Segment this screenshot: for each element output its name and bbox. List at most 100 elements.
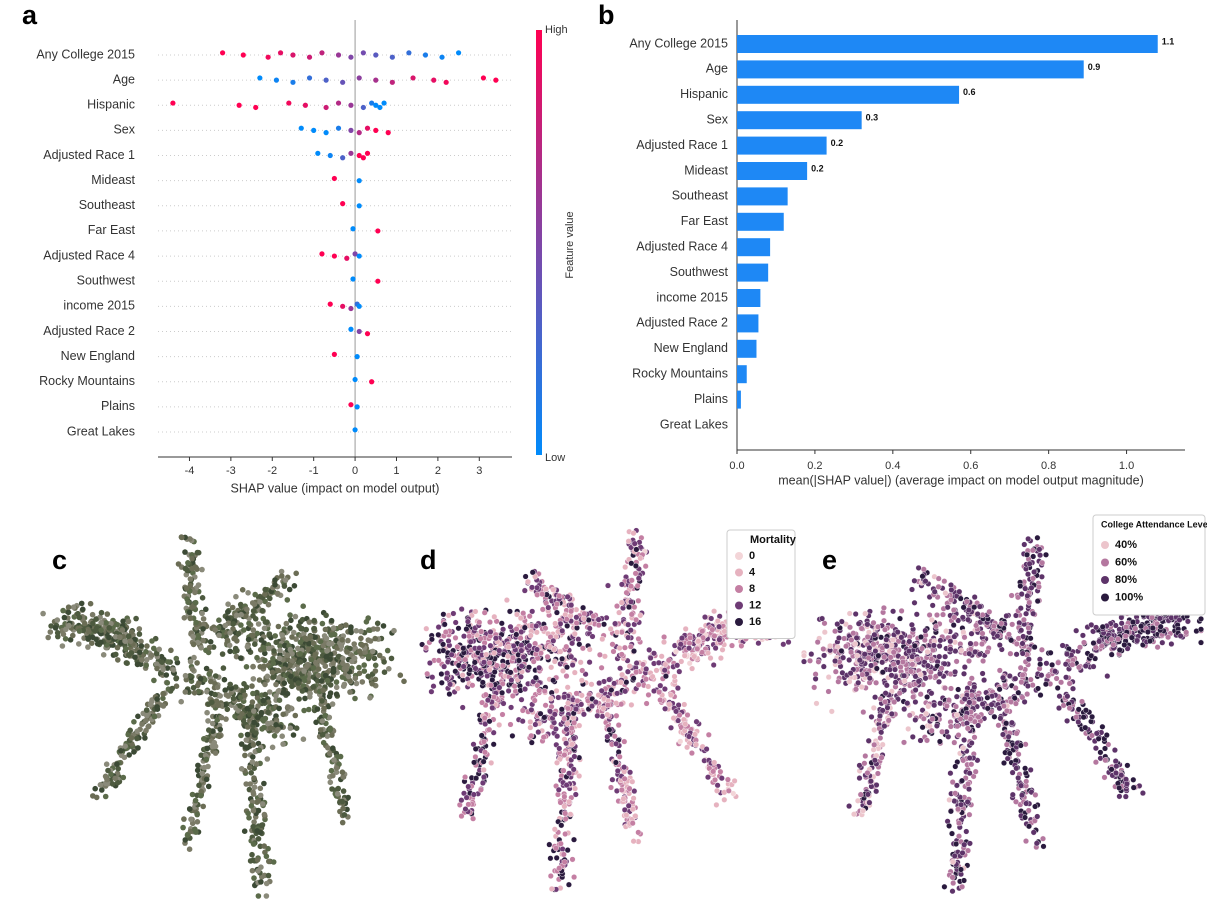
cloud-point — [618, 680, 624, 686]
shap-point — [303, 103, 308, 108]
cloud-point — [952, 615, 958, 621]
cloud-point — [471, 760, 477, 766]
cloud-point — [1198, 640, 1204, 646]
cloud-point — [913, 717, 919, 723]
cloud-point — [352, 696, 358, 702]
y-tick-label: Mideast — [684, 163, 728, 177]
cloud-point — [262, 658, 268, 664]
cloud-point — [488, 682, 494, 688]
cloud-point — [272, 582, 278, 588]
cloud-point — [570, 662, 576, 668]
cloud-point — [622, 564, 628, 570]
cloud-point — [144, 713, 150, 719]
shap-point — [328, 302, 333, 307]
cloud-point — [510, 733, 516, 739]
cloud-point — [182, 615, 188, 621]
cloud-point — [482, 750, 488, 756]
cloud-point — [300, 603, 306, 609]
cloud-point — [1130, 619, 1136, 625]
cloud-point — [552, 712, 558, 718]
cloud-point — [626, 538, 632, 544]
cloud-point — [319, 678, 325, 684]
cloud-point — [230, 605, 236, 611]
shap-point — [357, 203, 362, 208]
cloud-point — [610, 642, 616, 648]
cloud-point — [856, 621, 862, 627]
cloud-point — [204, 777, 210, 783]
cloud-point — [366, 654, 372, 660]
y-tick-label: Mideast — [91, 173, 135, 187]
shap-point — [361, 50, 366, 55]
cloud-point — [997, 668, 1003, 674]
cloud-point — [631, 648, 637, 654]
cloud-point — [901, 706, 907, 712]
cloud-point — [201, 736, 207, 742]
cloud-point — [871, 620, 877, 626]
cloud-point — [189, 566, 195, 572]
cloud-point — [391, 628, 397, 634]
cloud-point — [344, 649, 350, 655]
y-tick-label: Hispanic — [680, 87, 728, 101]
cloud-point — [152, 714, 158, 720]
x-tick-label: 0.8 — [1041, 460, 1056, 472]
cloud-point — [223, 623, 229, 629]
cloud-point — [1055, 660, 1061, 666]
cloud-point — [579, 693, 585, 699]
cloud-point — [619, 600, 625, 606]
cloud-point — [848, 670, 854, 676]
cloud-point — [608, 785, 614, 791]
cloud-point — [180, 825, 186, 831]
cloud-point — [251, 708, 257, 714]
x-tick-label: 1.0 — [1119, 460, 1134, 472]
cloud-point — [520, 610, 526, 616]
cloud-point — [1048, 650, 1054, 656]
cloud-point — [345, 638, 351, 644]
cloud-point — [250, 664, 256, 670]
cloud-point — [605, 712, 611, 718]
shap-point — [355, 354, 360, 359]
cloud-point — [122, 743, 128, 749]
cloud-point — [195, 550, 201, 556]
cloud-point — [905, 726, 911, 732]
cloud-point — [322, 663, 328, 669]
cloud-point — [1008, 651, 1014, 657]
cloud-point — [1183, 630, 1189, 636]
cloud-point — [250, 691, 256, 697]
cloud-point — [651, 688, 657, 694]
cloud-point — [358, 629, 364, 635]
cloud-point — [306, 707, 312, 713]
bar — [737, 111, 862, 129]
shap-point — [375, 228, 380, 233]
cloud-point — [1013, 676, 1019, 682]
cloud-point — [933, 624, 939, 630]
cloud-point — [262, 682, 268, 688]
cloud-point — [980, 671, 986, 677]
cloud-point — [207, 645, 213, 651]
shap-point — [390, 80, 395, 85]
shap-point — [278, 50, 283, 55]
cloud-point — [60, 643, 66, 649]
cloud-point — [500, 663, 506, 669]
cloud-point — [82, 621, 88, 627]
cloud-point — [552, 621, 558, 627]
cloud-point — [294, 725, 300, 731]
cloud-point — [511, 643, 517, 649]
cloud-point — [948, 647, 954, 653]
cloud-point — [238, 733, 244, 739]
cloud-point — [282, 583, 288, 589]
cloud-point — [174, 656, 180, 662]
shap-point — [365, 151, 370, 156]
cloud-point — [80, 607, 86, 613]
cloud-point — [279, 733, 285, 739]
y-tick-label: Any College 2015 — [36, 47, 135, 61]
cloud-point — [918, 691, 924, 697]
cloud-point — [500, 712, 506, 718]
cloud-point — [262, 812, 268, 818]
cloud-point — [586, 617, 592, 623]
x-axis-label: SHAP value (impact on model output) — [231, 481, 440, 495]
cloud-point — [178, 699, 184, 705]
shap-point — [290, 52, 295, 57]
cloud-point — [461, 646, 467, 652]
cloud-point — [890, 637, 896, 643]
cloud-point — [225, 601, 231, 607]
